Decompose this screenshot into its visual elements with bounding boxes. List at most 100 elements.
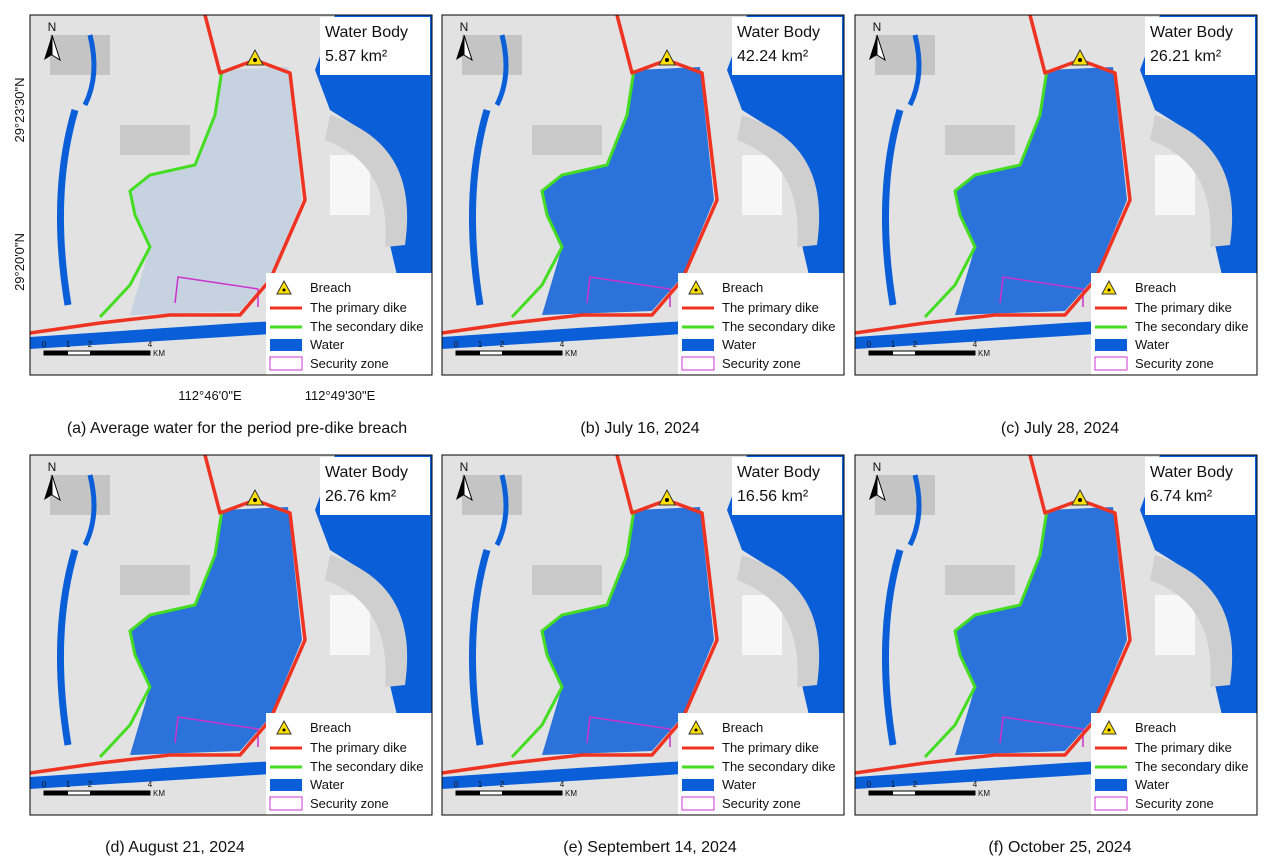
river — [907, 474, 922, 547]
legend-symbol — [688, 279, 704, 295]
legend-symbol — [1095, 339, 1127, 351]
legend-label: Security zone — [722, 356, 801, 371]
legend-symbol — [1101, 719, 1117, 735]
north-arrow — [869, 35, 877, 60]
patch — [742, 595, 782, 655]
scale-label: 0 — [42, 340, 47, 349]
river — [82, 34, 97, 107]
north-label: N — [48, 460, 57, 474]
scale-bar — [915, 791, 975, 795]
patch — [945, 565, 1015, 595]
security-zone — [999, 276, 1084, 307]
water-body-box — [732, 457, 842, 515]
legend-label: Water — [1135, 777, 1170, 792]
legend-label: The secondary dike — [722, 759, 835, 774]
scale-label: 2 — [88, 340, 93, 349]
frame — [29, 454, 433, 816]
scale-bar — [44, 791, 68, 795]
legend-label: The primary dike — [722, 300, 819, 315]
legend-label: The secondary dike — [310, 319, 423, 334]
legend-symbol — [270, 779, 302, 791]
legend-label: The primary dike — [722, 740, 819, 755]
river — [468, 549, 491, 746]
north-label: N — [873, 20, 882, 34]
scale-label: 1 — [66, 780, 71, 789]
scale-label: 0 — [867, 780, 872, 789]
breach-marker — [658, 48, 676, 66]
legend-symbol — [688, 719, 704, 735]
breach-marker — [1071, 488, 1089, 506]
north-arrow — [876, 34, 886, 62]
water-body-box — [320, 17, 430, 75]
water-body-area: 16.56 km² — [737, 488, 809, 505]
legend-symbol — [694, 288, 698, 292]
north-arrow — [456, 35, 464, 60]
caption: (b) July 16, 2024 — [580, 420, 699, 437]
patch — [532, 565, 602, 595]
legend-symbol — [1107, 728, 1111, 732]
river — [494, 34, 509, 107]
scale-label: 0 — [867, 340, 872, 349]
river — [468, 109, 491, 306]
secondary-dike — [98, 509, 224, 759]
patch — [462, 35, 522, 75]
legend-label: Water — [1135, 337, 1170, 352]
secondary-dike — [510, 69, 636, 319]
north-label: N — [460, 460, 469, 474]
scale-label: KM — [153, 789, 165, 798]
patch — [1155, 155, 1195, 215]
shoal — [325, 555, 408, 687]
patch — [330, 595, 370, 655]
water-body-label: Water Body — [737, 24, 820, 41]
legend-label: The primary dike — [1135, 740, 1232, 755]
breach-marker — [246, 488, 264, 506]
breach-dot — [253, 58, 257, 62]
caption: (a) Average water for the period pre-dik… — [67, 420, 407, 437]
legend-label: Security zone — [1135, 356, 1214, 371]
shoal — [737, 115, 820, 247]
legend-symbol — [694, 728, 698, 732]
scale-label: 1 — [891, 780, 896, 789]
north-arrow — [876, 474, 886, 502]
legend-label: Security zone — [310, 796, 389, 811]
scale-label: 1 — [478, 780, 483, 789]
caption: (f) October 25, 2024 — [988, 839, 1131, 856]
legend-symbol — [276, 719, 292, 735]
scale-label: KM — [565, 789, 577, 798]
water-body-area: 6.74 km² — [1150, 488, 1213, 505]
water-body-label: Water Body — [1150, 24, 1233, 41]
water-body-label: Water Body — [1150, 464, 1233, 481]
patch — [120, 565, 190, 595]
scale-label: 1 — [478, 340, 483, 349]
scale-bar — [502, 791, 562, 795]
scale-label: 2 — [500, 340, 505, 349]
patch — [875, 475, 935, 515]
map-panel: Water Body 42.24 km² N 0 1 2 4 KM Breach… — [441, 14, 845, 376]
shoal — [737, 555, 820, 687]
water-body-box — [1145, 17, 1255, 75]
river — [56, 109, 79, 306]
patch — [462, 475, 522, 515]
caption: (d) August 21, 2024 — [105, 839, 245, 856]
scale-label: 4 — [560, 340, 565, 349]
water-body-area: 42.24 km² — [737, 48, 809, 65]
legend-symbol — [276, 279, 292, 295]
legend-label: Water — [722, 337, 757, 352]
water-body-area: 26.76 km² — [325, 488, 397, 505]
legend-symbol — [1101, 279, 1117, 295]
breach-marker — [246, 48, 264, 66]
legend-label: Water — [722, 777, 757, 792]
shoal — [1150, 115, 1233, 247]
north-arrow — [51, 34, 61, 62]
security-zone — [586, 276, 671, 307]
lat-label: 29°20'0"N — [12, 233, 27, 291]
scale-bar — [456, 791, 480, 795]
north-label: N — [48, 20, 57, 34]
breach-dot — [253, 498, 257, 502]
legend-symbol — [270, 339, 302, 351]
river — [56, 549, 79, 746]
scale-label: KM — [978, 789, 990, 798]
flood-water — [955, 507, 1127, 755]
legend-label: The secondary dike — [310, 759, 423, 774]
legend-symbol — [282, 728, 286, 732]
